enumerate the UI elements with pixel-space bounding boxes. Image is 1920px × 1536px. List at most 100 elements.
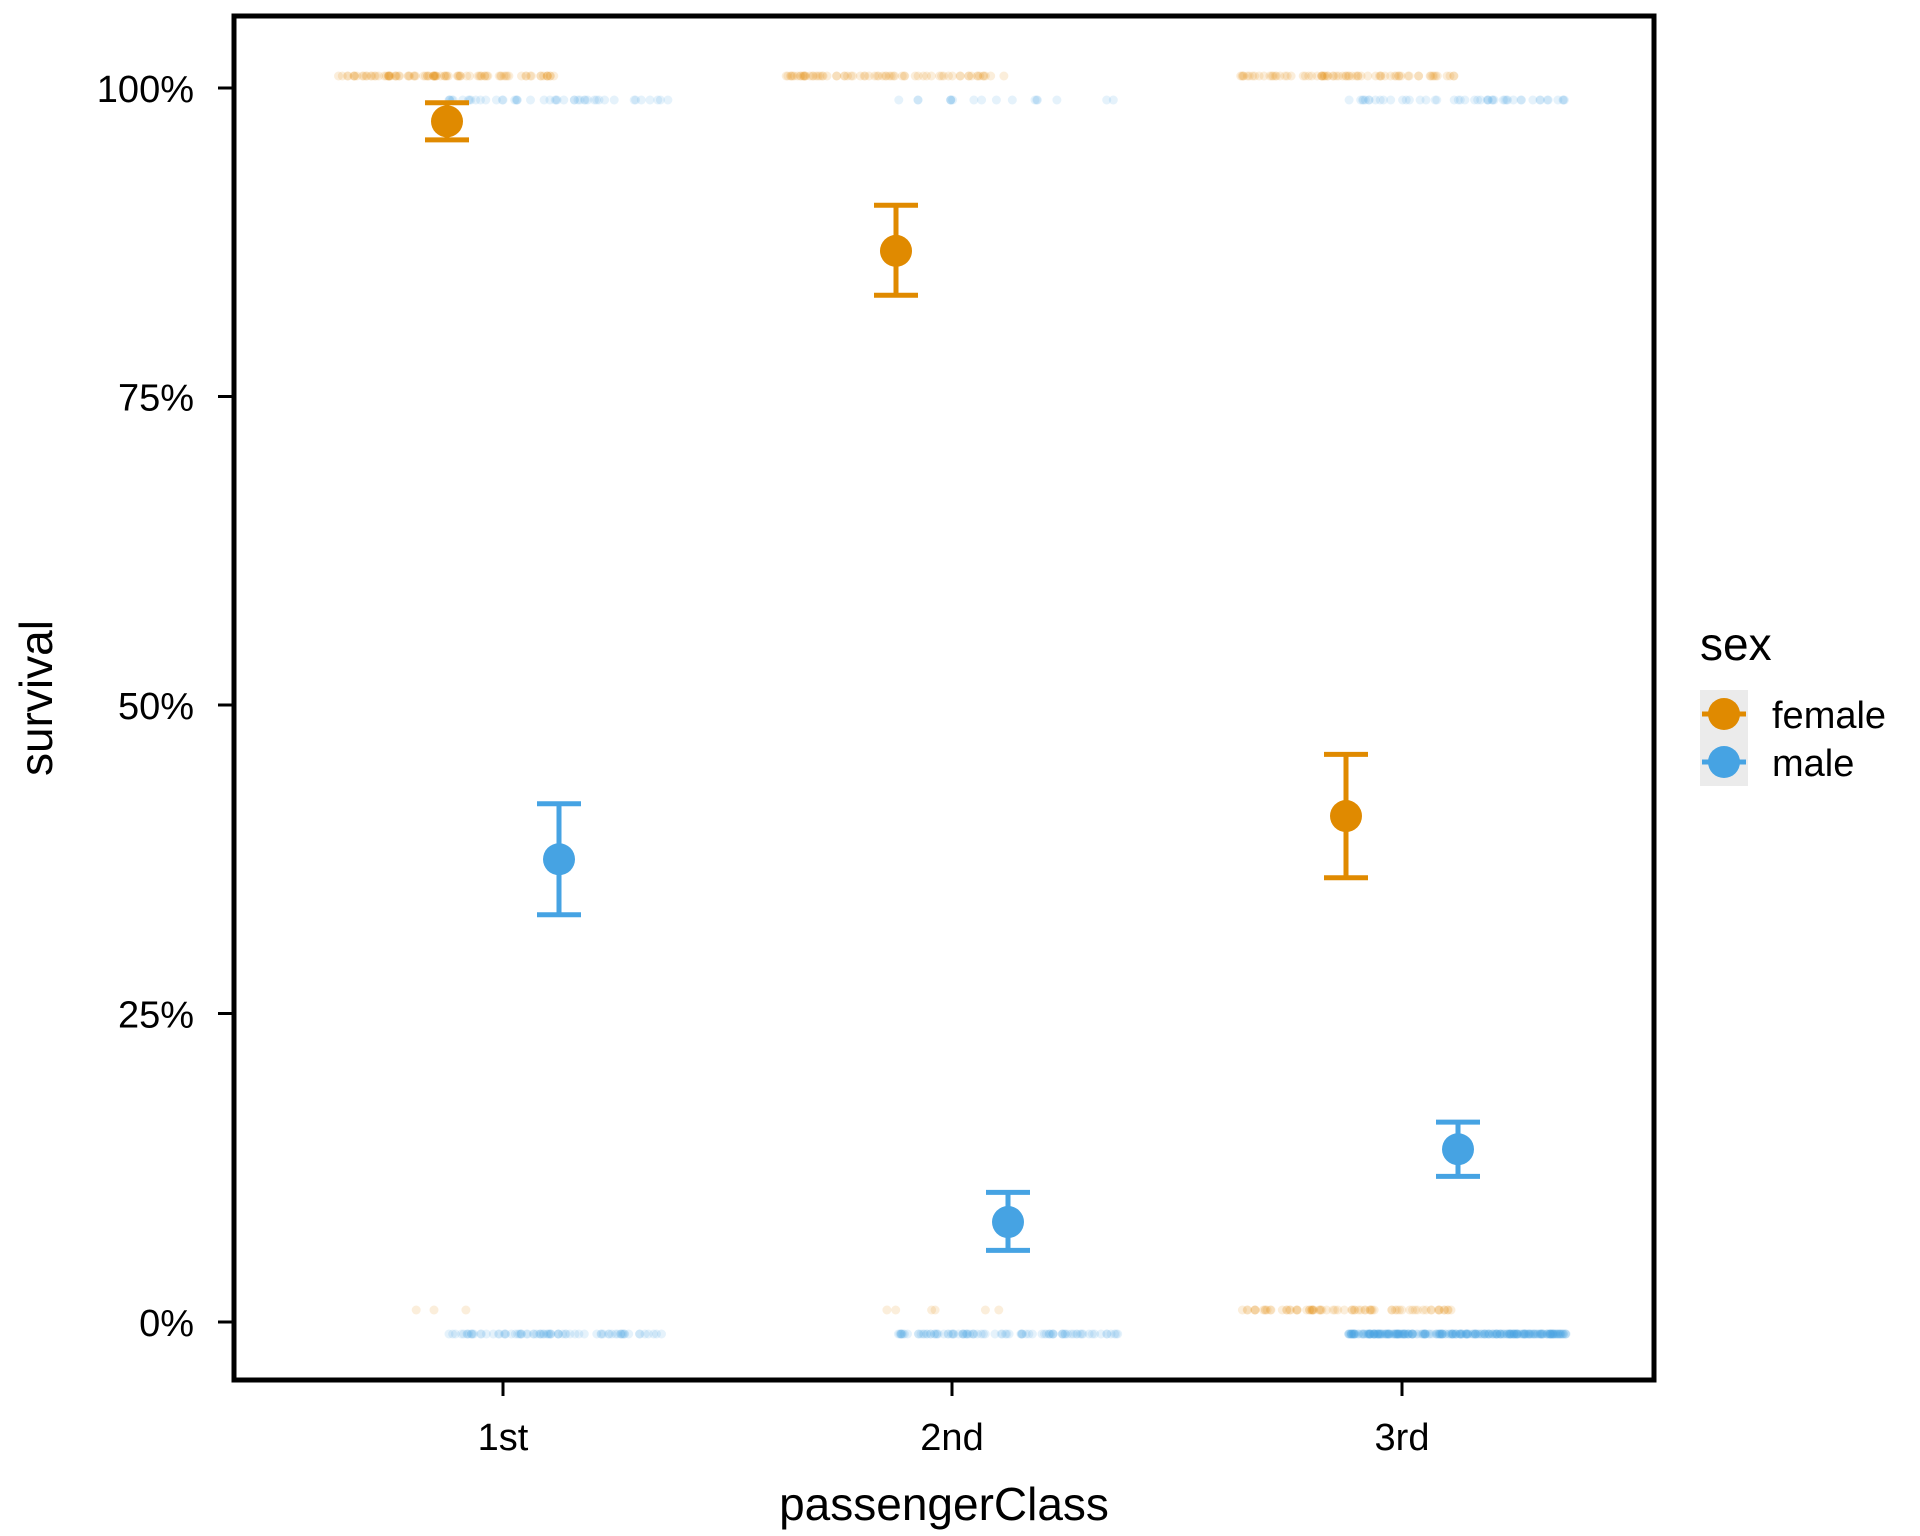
raw-point-female: [536, 71, 546, 81]
raw-point-female: [840, 71, 850, 81]
raw-point-male: [657, 1329, 666, 1339]
raw-point-female: [979, 71, 989, 81]
raw-point-male: [976, 1329, 986, 1339]
raw-point-male: [896, 1329, 906, 1339]
raw-point-female: [1347, 1305, 1357, 1315]
raw-point-female: [1248, 71, 1258, 81]
raw-point-male: [1496, 1329, 1506, 1339]
raw-point-male: [1374, 1329, 1384, 1339]
raw-point-male: [1448, 1329, 1458, 1339]
raw-point-male: [558, 1329, 568, 1339]
raw-point-female: [436, 71, 446, 81]
raw-point-male: [1505, 1329, 1515, 1339]
raw-point-male: [1048, 1329, 1058, 1339]
raw-point-male: [1408, 1329, 1417, 1339]
raw-point-female: [1369, 1305, 1379, 1315]
raw-point-female: [1410, 1305, 1420, 1315]
raw-point-male: [1550, 1329, 1560, 1339]
raw-point-male: [1366, 1329, 1375, 1339]
raw-point-male: [1359, 95, 1368, 105]
raw-point-male: [1487, 1329, 1497, 1339]
raw-point-male: [1455, 1329, 1465, 1339]
raw-point-male: [516, 1329, 526, 1339]
raw-point-male: [1399, 1329, 1408, 1339]
raw-point-male: [1087, 1329, 1097, 1339]
raw-point-male: [535, 1329, 545, 1339]
raw-point-male: [1553, 95, 1563, 105]
raw-point-female: [1322, 1305, 1332, 1315]
raw-point-male: [1369, 1329, 1379, 1339]
raw-point-male: [1455, 1329, 1465, 1339]
raw-point-male: [1463, 1329, 1473, 1339]
raw-point-male: [1063, 1329, 1073, 1339]
raw-point-male: [965, 1329, 975, 1339]
raw-point-female: [517, 71, 526, 81]
raw-point-male: [1384, 1329, 1394, 1339]
raw-point-male: [1463, 1329, 1473, 1339]
raw-point-male: [645, 95, 655, 105]
raw-point-male: [1470, 1329, 1480, 1339]
raw-point-female: [910, 71, 920, 81]
raw-point-male: [1435, 1329, 1445, 1339]
raw-point-female: [1317, 1305, 1327, 1315]
raw-point-male: [1374, 1329, 1384, 1339]
raw-point-male: [1344, 95, 1354, 105]
raw-point-female: [1236, 71, 1246, 81]
raw-point-female: [1314, 1305, 1324, 1315]
raw-point-female: [1292, 1305, 1302, 1315]
raw-point-female: [1298, 71, 1308, 81]
raw-point-female: [870, 71, 880, 81]
raw-point-female: [411, 71, 421, 81]
raw-point-male: [1408, 1329, 1418, 1339]
raw-point-male: [1551, 1329, 1561, 1339]
raw-point-female: [1403, 71, 1413, 81]
raw-point-male: [1346, 1329, 1356, 1339]
raw-point-male: [948, 1329, 958, 1339]
raw-point-male: [1078, 1329, 1088, 1339]
raw-point-female: [1328, 71, 1338, 81]
raw-point-female: [1243, 1305, 1253, 1315]
raw-point-female: [783, 71, 793, 81]
raw-point-male: [939, 1329, 949, 1339]
raw-point-female: [1267, 71, 1277, 81]
raw-point-male: [1397, 1329, 1407, 1339]
raw-point-female: [884, 71, 894, 81]
raw-point-male: [462, 1329, 472, 1339]
x-tick-label: 3rd: [1375, 1417, 1430, 1459]
raw-point-female: [392, 71, 401, 81]
raw-points-layer: [334, 71, 1571, 1339]
raw-point-female: [1366, 1305, 1376, 1315]
raw-point-female: [370, 71, 379, 81]
raw-point-male: [1016, 1329, 1026, 1339]
raw-point-male: [1369, 1329, 1379, 1339]
raw-point-female: [888, 71, 898, 81]
raw-point-male: [1460, 95, 1470, 105]
raw-point-male: [980, 1329, 990, 1339]
raw-point-male: [893, 1329, 903, 1339]
raw-point-female: [1286, 71, 1296, 81]
raw-point-female: [1376, 71, 1386, 81]
raw-point-male: [1451, 1329, 1460, 1339]
y-tick-label: 100%: [97, 69, 194, 111]
raw-point-male: [526, 95, 535, 105]
estimate-point-female: [1330, 800, 1362, 833]
raw-point-male: [620, 1329, 630, 1339]
raw-point-female: [1266, 1305, 1276, 1315]
raw-point-female: [1353, 1305, 1363, 1315]
raw-point-male: [1535, 1329, 1545, 1339]
raw-point-female: [1338, 71, 1348, 81]
raw-point-female: [1250, 1305, 1260, 1315]
raw-point-male: [1483, 1329, 1493, 1339]
raw-point-male: [1384, 1329, 1394, 1339]
raw-point-male: [476, 1329, 486, 1339]
raw-point-male: [640, 1329, 650, 1339]
raw-point-female: [1318, 71, 1328, 81]
raw-point-male: [1513, 1329, 1523, 1339]
raw-point-male: [1390, 1329, 1400, 1339]
raw-point-male: [1552, 1329, 1562, 1339]
raw-point-male: [1060, 1329, 1070, 1339]
raw-point-male: [1455, 95, 1465, 105]
raw-point-female: [474, 71, 484, 81]
raw-point-male: [1537, 1329, 1547, 1339]
raw-point-male: [914, 1329, 924, 1339]
